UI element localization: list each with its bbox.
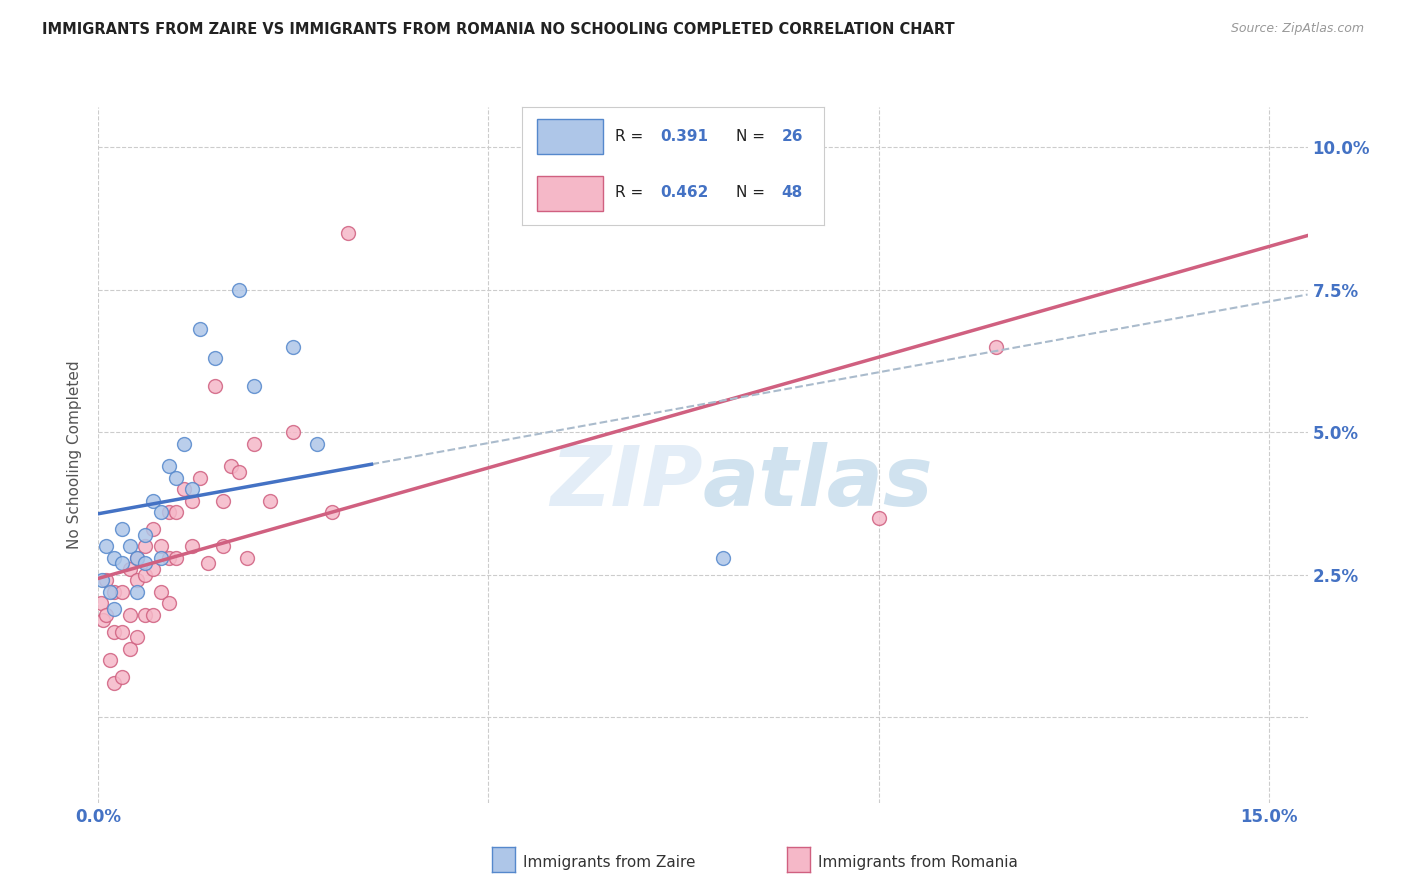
Point (188, 471, 211, 485)
Point (142, 493, 165, 508)
Point (118, 539, 141, 553)
Point (181, 482, 204, 496)
Point (111, 624, 134, 639)
Point (228, 283, 250, 297)
Point (103, 550, 125, 565)
Point (165, 550, 187, 565)
Point (173, 436, 195, 450)
Point (118, 607, 141, 622)
Point (181, 493, 204, 508)
Point (711, 550, 734, 565)
Point (142, 607, 165, 622)
Point (188, 322, 211, 336)
Text: atlas: atlas (703, 442, 934, 524)
Point (204, 351, 226, 365)
Point (149, 584, 172, 599)
Point (91, 613, 114, 627)
Point (142, 562, 165, 576)
Point (127, 631, 149, 645)
Point (127, 550, 149, 565)
Point (91, 574, 114, 588)
Point (283, 340, 305, 354)
Point (111, 556, 134, 570)
Point (127, 584, 149, 599)
Point (212, 539, 235, 553)
Point (219, 459, 242, 474)
Point (235, 550, 257, 565)
Point (118, 562, 141, 576)
Point (103, 602, 125, 616)
Point (134, 556, 156, 570)
Point (127, 550, 149, 565)
Point (134, 539, 156, 553)
Point (111, 584, 134, 599)
Point (321, 505, 343, 519)
Point (165, 471, 187, 485)
Point (984, 340, 1007, 354)
Point (305, 436, 328, 450)
Point (149, 505, 172, 519)
Point (134, 567, 156, 582)
Text: IMMIGRANTS FROM ZAIRE VS IMMIGRANTS FROM ROMANIA NO SCHOOLING COMPLETED CORRELAT: IMMIGRANTS FROM ZAIRE VS IMMIGRANTS FROM… (42, 22, 955, 37)
Text: Source: ZipAtlas.com: Source: ZipAtlas.com (1230, 22, 1364, 36)
Point (111, 522, 134, 536)
Point (868, 510, 890, 524)
Point (204, 379, 226, 393)
Text: Immigrants from Zaire: Immigrants from Zaire (523, 855, 696, 870)
Point (243, 436, 266, 450)
Point (212, 493, 235, 508)
Point (157, 596, 180, 610)
Point (243, 379, 266, 393)
Point (98, 653, 121, 667)
Point (283, 425, 305, 439)
Point (103, 624, 125, 639)
Point (111, 670, 134, 684)
Point (142, 522, 165, 536)
Y-axis label: No Schooling Completed: No Schooling Completed (67, 360, 83, 549)
Text: Immigrants from Romania: Immigrants from Romania (818, 855, 1018, 870)
Point (173, 482, 195, 496)
Point (103, 584, 125, 599)
Point (134, 528, 156, 542)
Point (96, 539, 118, 553)
Point (103, 676, 125, 690)
Point (149, 550, 172, 565)
Point (259, 493, 281, 508)
Point (149, 539, 172, 553)
Point (96, 574, 118, 588)
Point (118, 641, 141, 656)
Point (197, 556, 219, 570)
Point (228, 465, 250, 479)
Point (337, 226, 360, 240)
Point (96, 607, 118, 622)
Text: ZIP: ZIP (550, 442, 703, 524)
Point (98, 584, 121, 599)
Point (134, 607, 156, 622)
Point (157, 459, 180, 474)
Point (90, 596, 112, 610)
Point (157, 550, 180, 565)
Point (165, 505, 187, 519)
Point (127, 574, 149, 588)
Point (157, 505, 180, 519)
Point (181, 539, 204, 553)
